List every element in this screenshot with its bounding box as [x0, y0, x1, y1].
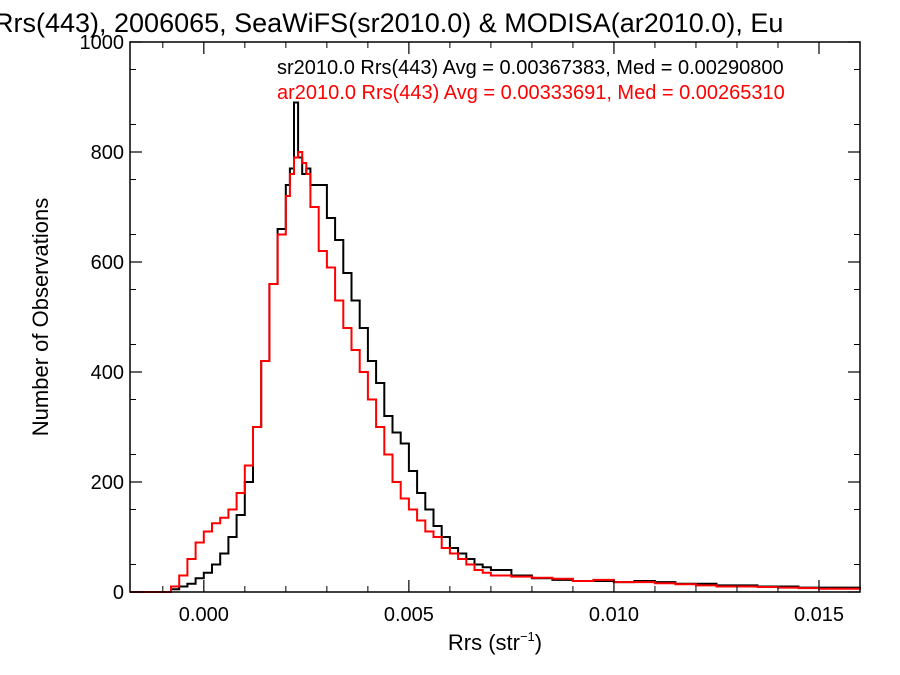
series-layer	[130, 101, 861, 593]
y-tick-label: 0	[113, 582, 124, 604]
x-axis-label: Rrs (str−1)	[448, 629, 542, 655]
series-line-1	[130, 151, 861, 593]
x-tick-label: 0.015	[794, 604, 844, 626]
plot-frame	[129, 41, 861, 593]
chart-title: Rrs(443), 2006065, SeaWiFS(sr2010.0) & M…	[0, 8, 783, 38]
x-axis-label-superscript: −1	[520, 629, 535, 644]
y-tick-label: 600	[91, 252, 124, 274]
y-tick-label: 400	[91, 362, 124, 384]
series-line-0	[130, 101, 861, 593]
legend: sr2010.0 Rrs(443) Avg = 0.00367383, Med …	[277, 57, 785, 104]
legend-entry-0: sr2010.0 Rrs(443) Avg = 0.00367383, Med …	[277, 57, 784, 79]
x-tick-label: 0.010	[589, 604, 639, 626]
legend-entry-1: ar2010.0 Rrs(443) Avg = 0.00333691, Med …	[277, 82, 785, 104]
x-tick-label: 0.000	[179, 604, 229, 626]
y-tick-label: 1000	[80, 32, 125, 54]
y-tick-label: 200	[91, 472, 124, 494]
y-axis-ticks: 0 200 400 600 800 1000	[80, 32, 860, 604]
x-axis-label-close: )	[535, 630, 542, 655]
x-axis-ticks: 0.000 0.005 0.010 0.015	[162, 42, 861, 626]
y-tick-label: 800	[91, 142, 124, 164]
y-axis-label: Number of Observations	[28, 198, 53, 436]
x-axis-label-main: Rrs (str	[448, 630, 520, 655]
x-tick-label: 0.005	[384, 604, 434, 626]
